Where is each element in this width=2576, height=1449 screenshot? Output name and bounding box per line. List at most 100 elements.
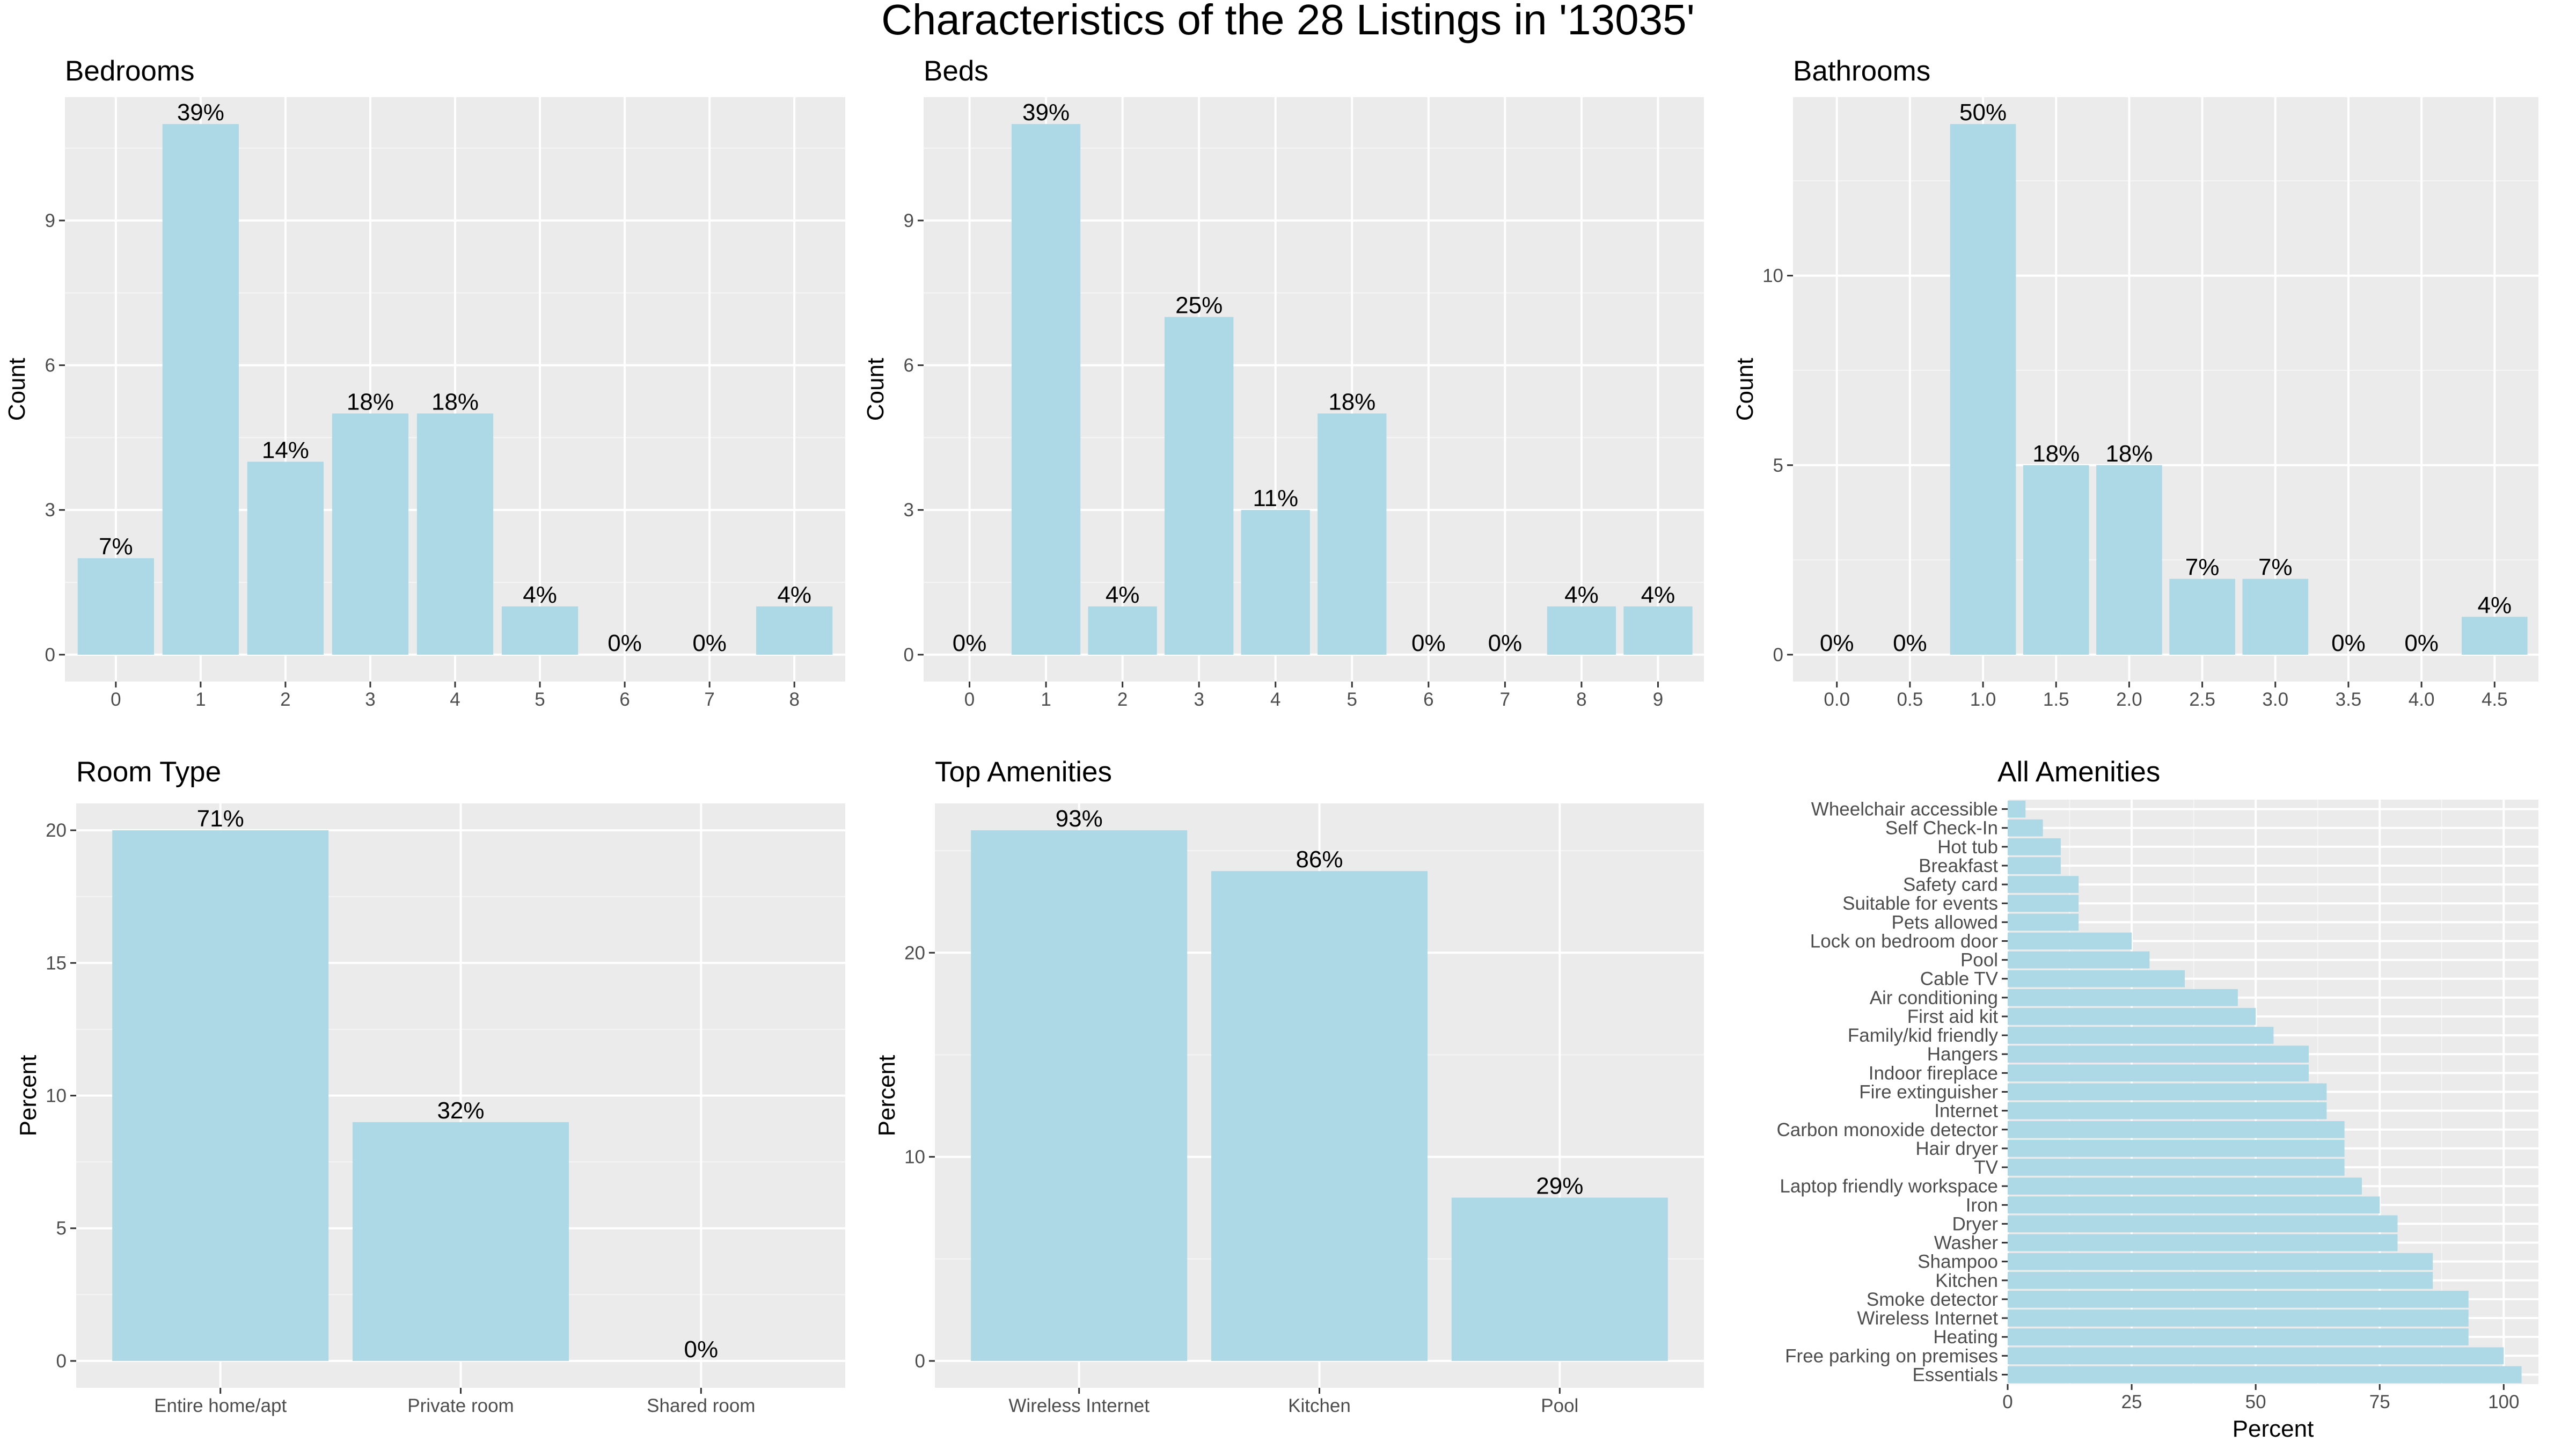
x-tick-label: 75 — [2369, 1392, 2390, 1413]
data-label: 18% — [1328, 389, 1375, 415]
y-tick-label: Iron — [1966, 1195, 1998, 1216]
bar — [971, 830, 1188, 1361]
y-tick-label: Cable TV — [1920, 969, 1999, 990]
bar — [2008, 1234, 2398, 1252]
bar — [332, 413, 409, 655]
data-label: 0% — [2331, 630, 2366, 656]
bar — [2008, 1064, 2309, 1082]
chart-title: Bathrooms — [1793, 55, 1930, 87]
x-tick-label: 0 — [111, 689, 121, 710]
x-tick-label: Private room — [407, 1395, 514, 1416]
bar — [162, 124, 239, 655]
x-tick-label: 5 — [535, 689, 545, 710]
data-label: 0% — [684, 1336, 719, 1363]
chart-title: Beds — [924, 55, 989, 87]
y-tick-label: 6 — [904, 355, 914, 376]
chart-bedrooms: Bedrooms 0 3 6 9 7% 0 39% 1 14% 2 18% 3 18% 4 4% 5 0% 6 0% 7… — [4, 55, 845, 710]
chart-title: All Amenities — [1997, 756, 2160, 788]
data-label: 4% — [523, 582, 557, 608]
bar — [756, 606, 833, 655]
plot-panel — [1793, 97, 2538, 682]
charts-container: Bedrooms03697%039%114%218%318%44%50%60%7… — [4, 55, 2538, 1442]
y-tick-label: Wheelchair accessible — [1811, 799, 1998, 820]
y-tick-label: Lock on bedroom door — [1810, 931, 1999, 952]
bar — [2008, 1159, 2345, 1176]
data-label: 86% — [1296, 846, 1343, 873]
y-tick-label: 0 — [45, 645, 55, 665]
y-tick-label: 3 — [45, 500, 55, 521]
data-label: 29% — [1536, 1173, 1583, 1199]
chart-beds: Beds 0 3 6 9 0% 0 39% 1 4% 2 25% 3 11% 4 18% 5 0% 6 0% 7 4% 8 4… — [862, 55, 1704, 710]
bar — [2008, 838, 2061, 855]
bar — [2096, 465, 2162, 655]
chart-title: Room Type — [76, 756, 221, 788]
data-label: 50% — [1959, 99, 2007, 126]
y-tick-label: Family/kid friendly — [1848, 1025, 1999, 1046]
x-tick-label: 2.5 — [2189, 689, 2215, 710]
y-tick-label: Shampoo — [1918, 1252, 1998, 1272]
data-label: 11% — [1253, 485, 1298, 511]
y-tick-label: Free parking on premises — [1785, 1345, 1998, 1366]
data-label: 0% — [692, 630, 727, 656]
chart-room_type: Room Type 0 5 10 15 20 71% Entire home/apt 32% Pr… — [15, 756, 845, 1416]
y-tick-label: First aid kit — [1907, 1006, 1998, 1027]
x-tick-label: 3 — [365, 689, 375, 710]
bar — [2008, 1215, 2398, 1233]
y-axis-label: Count — [862, 358, 889, 421]
x-tick-label: 7 — [1500, 689, 1510, 710]
bar — [2008, 876, 2079, 893]
bar — [1451, 1197, 1668, 1361]
data-label: 39% — [1022, 99, 1070, 126]
data-label: 18% — [2032, 441, 2080, 467]
bar — [1088, 606, 1157, 655]
bar — [2008, 1291, 2469, 1308]
x-tick-label: 2.0 — [2116, 689, 2142, 710]
y-tick-label: 9 — [904, 210, 914, 231]
data-label: 4% — [777, 582, 811, 608]
bar — [2008, 970, 2185, 987]
x-tick-label: 4 — [1270, 689, 1280, 710]
x-tick-label: Pool — [1541, 1395, 1578, 1416]
data-label: 7% — [2185, 554, 2220, 581]
x-tick-label: Wireless Internet — [1008, 1395, 1150, 1416]
y-tick-label: Hot tub — [1937, 837, 1998, 858]
x-tick-label: Shared room — [647, 1395, 755, 1416]
data-label: 39% — [177, 99, 224, 126]
x-tick-label: 9 — [1653, 689, 1663, 710]
y-tick-label: Heating — [1933, 1327, 1998, 1348]
bar — [112, 830, 329, 1361]
x-tick-label: 4 — [450, 689, 460, 710]
bar — [2008, 1271, 2433, 1289]
chart-title: Bedrooms — [65, 55, 195, 87]
bar — [2008, 913, 2079, 931]
y-axis-label: Count — [4, 358, 30, 421]
y-tick-label: 15 — [46, 953, 67, 974]
bar — [352, 1122, 569, 1361]
bar — [2008, 1253, 2433, 1270]
y-tick-label: Pets allowed — [1892, 912, 1998, 933]
data-label: 18% — [2105, 441, 2153, 467]
bar — [2008, 1366, 2522, 1384]
bar — [2008, 895, 2079, 912]
data-label: 18% — [347, 389, 394, 415]
x-tick-label: Kitchen — [1288, 1395, 1351, 1416]
y-tick-label: Kitchen — [1935, 1270, 1998, 1291]
y-axis-label: Percent — [15, 1055, 41, 1137]
x-tick-label: 3.5 — [2336, 689, 2362, 710]
x-tick-label: 50 — [2245, 1392, 2266, 1413]
data-label: 0% — [2404, 630, 2439, 656]
bar — [2008, 1102, 2327, 1119]
y-tick-label: Carbon monoxide detector — [1777, 1119, 1999, 1140]
bar — [2008, 1309, 2469, 1327]
y-tick-label: TV — [1974, 1157, 1998, 1178]
x-tick-label: 2 — [1117, 689, 1128, 710]
y-tick-label: Safety card — [1903, 874, 1998, 895]
y-tick-label: Hangers — [1927, 1044, 1998, 1065]
bar — [1211, 871, 1428, 1361]
chart-top_amenities: Top Amenities 0 10 20 93% Wireless Internet 86… — [874, 756, 1704, 1416]
bar — [2008, 800, 2026, 818]
bar — [1318, 413, 1387, 655]
data-label: 0% — [1893, 630, 1927, 656]
bar — [2008, 932, 2132, 950]
